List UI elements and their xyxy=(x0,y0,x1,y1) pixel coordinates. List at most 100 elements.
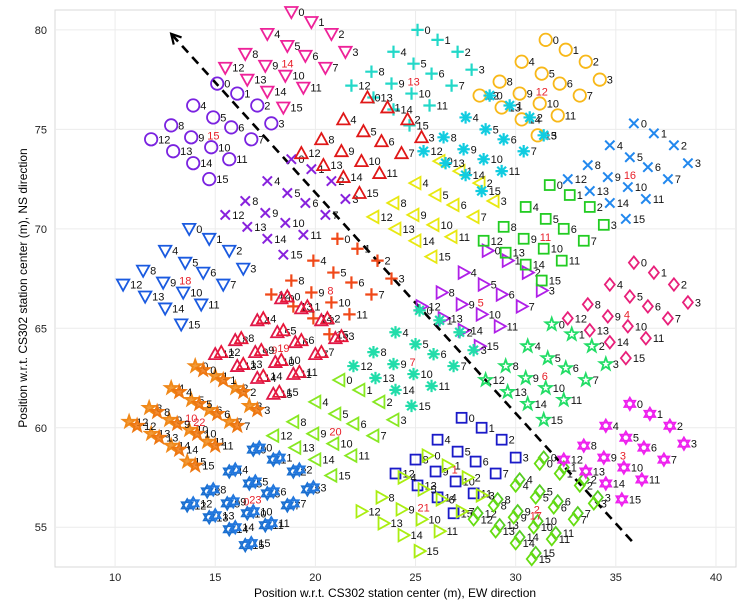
station-marker: 12 xyxy=(556,451,583,468)
station-marker: 0 xyxy=(194,360,216,378)
station-label: 13 xyxy=(250,359,262,371)
station-marker: 3 xyxy=(467,343,487,357)
station-marker: 12 xyxy=(345,79,371,93)
station-label: 0 xyxy=(196,224,202,236)
station-label: 8 xyxy=(252,196,258,208)
station-label: 3 xyxy=(549,285,555,297)
station-marker: 9 xyxy=(387,357,407,371)
station-marker: 6 xyxy=(547,499,567,515)
station-label: 2 xyxy=(236,246,242,258)
station-label: 6 xyxy=(224,409,230,421)
station-label: 13 xyxy=(222,510,234,522)
plot-area xyxy=(54,9,737,568)
station-label: 4 xyxy=(264,315,270,327)
station-marker: 11 xyxy=(343,308,368,321)
station-label: 12 xyxy=(493,375,505,387)
station-marker: 15 xyxy=(525,551,551,567)
station-label: 9 xyxy=(398,79,404,91)
station-marker: 6 xyxy=(556,358,579,376)
station-label: 10 xyxy=(547,98,559,110)
station-label: 13 xyxy=(166,433,178,445)
station-label: 8 xyxy=(150,266,156,278)
station-label: 14 xyxy=(242,522,254,534)
station-marker: 2 xyxy=(495,433,515,447)
station-marker: 3 xyxy=(682,157,701,170)
station-label: 2 xyxy=(465,47,471,59)
station-label: 6 xyxy=(358,278,364,290)
station-marker: 11 xyxy=(371,165,398,180)
station-label: 9 xyxy=(469,299,475,311)
station-label: 1 xyxy=(661,268,667,280)
station-label: 7 xyxy=(671,455,677,467)
station-label: 11 xyxy=(358,451,369,463)
station-label: 13 xyxy=(597,325,609,337)
station-marker: 7 xyxy=(244,132,264,147)
station-label: 6 xyxy=(280,486,286,498)
station-label: 13 xyxy=(382,373,394,385)
station-label: 7 xyxy=(591,236,597,248)
station-label: 11 xyxy=(447,526,458,538)
station-marker: 7 xyxy=(662,173,681,186)
station-marker: 11 xyxy=(264,515,290,532)
station-marker: 7 xyxy=(215,278,236,293)
station-label: 8 xyxy=(513,361,519,373)
station-marker: 13 xyxy=(489,523,515,539)
station-label: 15 xyxy=(338,470,350,482)
station-marker: 2 xyxy=(582,336,605,354)
station-label: 6 xyxy=(483,457,489,469)
station-label: 3 xyxy=(501,196,507,208)
station-marker: 5 xyxy=(275,322,296,337)
station-marker: 1 xyxy=(475,421,495,435)
station-marker: 13 xyxy=(439,156,465,170)
station-label: 11 xyxy=(214,437,225,449)
station-marker: 6 xyxy=(425,67,445,81)
station-marker: 11 xyxy=(206,436,234,454)
station-marker: 5 xyxy=(539,213,559,226)
station-marker: 0 xyxy=(359,89,381,105)
station-label: 14 xyxy=(186,445,198,457)
station-label: 15 xyxy=(439,252,451,264)
station-label: 11 xyxy=(222,441,233,453)
station-label: 0 xyxy=(495,246,501,258)
station-label: 6 xyxy=(655,301,661,313)
station-marker: 0 xyxy=(413,304,433,317)
station-label: 12 xyxy=(571,455,583,467)
station-marker: 14 xyxy=(407,233,435,249)
tile-label: 14 xyxy=(281,59,293,71)
grid xyxy=(55,10,736,567)
station-label: 5 xyxy=(206,399,212,411)
station-marker: 3 xyxy=(587,495,607,511)
station-label: 13 xyxy=(302,443,314,455)
station-marker: 3 xyxy=(264,116,284,131)
station-marker: 4 xyxy=(249,312,270,327)
station-marker: 6 xyxy=(557,222,577,236)
station-marker: 12 xyxy=(219,209,245,222)
station-marker: 9 xyxy=(457,143,477,156)
station-marker: 12 xyxy=(213,344,240,359)
station-label: 13 xyxy=(390,518,402,530)
station-marker: 4 xyxy=(259,28,280,42)
station-label: 1 xyxy=(394,102,400,114)
station-label: 13 xyxy=(425,480,437,492)
station-label: 3 xyxy=(429,132,435,144)
station-label: 0 xyxy=(298,154,304,166)
station-marker: 12 xyxy=(365,209,393,225)
station-label: 15 xyxy=(290,250,302,262)
station-marker: 1 xyxy=(230,86,250,101)
station-label: 9 xyxy=(184,419,190,431)
x-tick-label: 10 xyxy=(109,572,121,584)
tile-label: 5 xyxy=(478,297,484,309)
station-marker: 4 xyxy=(603,276,623,293)
station-label: 8 xyxy=(591,441,597,453)
tile-label: 13 xyxy=(408,77,420,89)
x-tick-label: 35 xyxy=(610,572,622,584)
station-label: 4 xyxy=(322,397,328,409)
station-label: 2 xyxy=(328,315,334,327)
station-marker: 11 xyxy=(433,523,458,539)
tile-label: 7 xyxy=(410,357,416,369)
station-label: 5 xyxy=(342,409,348,421)
station-label: 13 xyxy=(254,75,266,87)
station-marker: 7 xyxy=(576,370,599,388)
